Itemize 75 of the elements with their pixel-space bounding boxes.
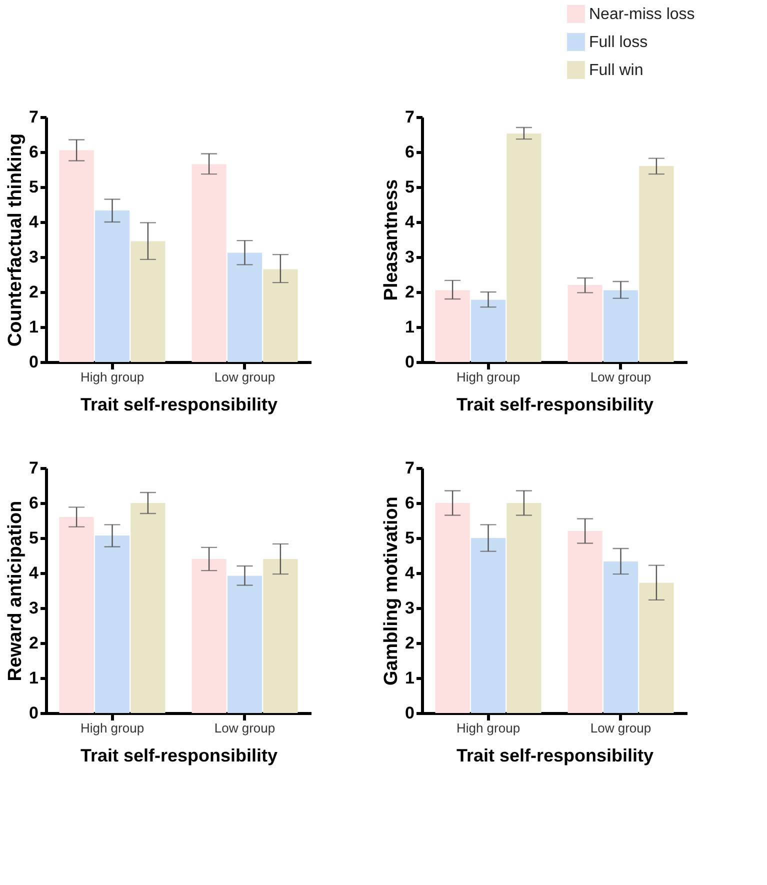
- y-tick-label: 5: [405, 178, 414, 196]
- bar: [506, 133, 542, 362]
- bar: [639, 166, 674, 362]
- bar: [59, 517, 94, 713]
- y-tick-label: 0: [405, 704, 414, 722]
- y-tick-label: 6: [405, 142, 414, 162]
- y-tick-label: 5: [405, 528, 414, 548]
- x-axis-title: Trait self-responsibility: [456, 746, 654, 766]
- y-tick-label: 2: [405, 634, 414, 652]
- x-tick-label: Low group: [590, 720, 652, 736]
- y-tick-label: 5: [29, 178, 38, 196]
- bar: [435, 290, 470, 362]
- y-tick-label: 1: [405, 318, 414, 336]
- x-tick-label: High group: [80, 720, 144, 736]
- y-axis-title: Pleasantness: [381, 179, 402, 301]
- x-tick-label: High group: [456, 370, 520, 384]
- y-tick-label: 4: [405, 564, 416, 582]
- x-axis-title: Trait self-responsibility: [80, 746, 278, 766]
- y-tick-label: 2: [29, 634, 38, 652]
- bar: [470, 538, 506, 713]
- x-axis-title: Trait self-responsibility: [456, 394, 654, 414]
- x-tick-label: Low group: [590, 370, 652, 384]
- bar: [263, 559, 298, 713]
- y-tick-label: 0: [405, 352, 414, 372]
- y-tick-label: 0: [29, 352, 38, 372]
- bar: [227, 252, 262, 362]
- bar: [470, 300, 506, 362]
- x-tick-label: High group: [456, 720, 520, 736]
- bar: [192, 559, 226, 713]
- legend-label: Full loss: [589, 34, 648, 51]
- bar: [59, 150, 94, 362]
- bar: [603, 290, 638, 362]
- y-tick-label: 3: [405, 598, 414, 618]
- legend-label: Near-miss loss: [589, 6, 695, 23]
- y-tick-label: 4: [405, 212, 416, 232]
- bar: [94, 210, 130, 362]
- y-tick-label: 3: [29, 248, 38, 266]
- legend-label: Full win: [589, 62, 644, 79]
- y-tick-label: 6: [29, 494, 38, 512]
- x-tick-label: Low group: [214, 720, 276, 736]
- bar: [192, 164, 226, 362]
- bar: [435, 503, 470, 713]
- y-tick-label: 4: [29, 564, 40, 582]
- y-tick-label: 7: [29, 458, 38, 478]
- y-tick-label: 6: [405, 494, 414, 512]
- x-tick-label: Low group: [214, 370, 276, 384]
- y-tick-label: 7: [405, 458, 414, 478]
- bar: [130, 503, 166, 713]
- y-tick-label: 1: [29, 318, 38, 336]
- y-tick-label: 0: [29, 704, 38, 722]
- y-axis-title: Reward anticipation: [5, 500, 26, 682]
- y-tick-label: 1: [405, 668, 414, 688]
- bar: [227, 576, 262, 713]
- x-axis-title: Trait self-responsibility: [80, 394, 278, 414]
- x-tick-label: High group: [80, 370, 144, 384]
- y-axis-title: Counterfactual thinking: [5, 133, 26, 347]
- bar: [639, 582, 674, 713]
- y-tick-label: 4: [29, 212, 40, 232]
- y-tick-label: 1: [29, 668, 38, 688]
- y-tick-label: 2: [405, 282, 414, 302]
- y-tick-label: 6: [29, 142, 38, 162]
- bar: [130, 241, 166, 362]
- y-tick-label: 3: [29, 598, 38, 618]
- y-tick-label: 5: [29, 528, 38, 548]
- y-tick-label: 7: [29, 108, 38, 126]
- bar: [506, 503, 542, 713]
- y-tick-label: 2: [29, 282, 38, 302]
- bar: [263, 269, 298, 362]
- y-axis-title: Gambling motivation: [381, 496, 402, 686]
- bar: [568, 531, 602, 713]
- y-tick-label: 7: [405, 108, 414, 126]
- bar: [94, 536, 130, 713]
- bar: [568, 285, 602, 362]
- y-tick-label: 3: [405, 248, 414, 266]
- bar: [603, 561, 638, 713]
